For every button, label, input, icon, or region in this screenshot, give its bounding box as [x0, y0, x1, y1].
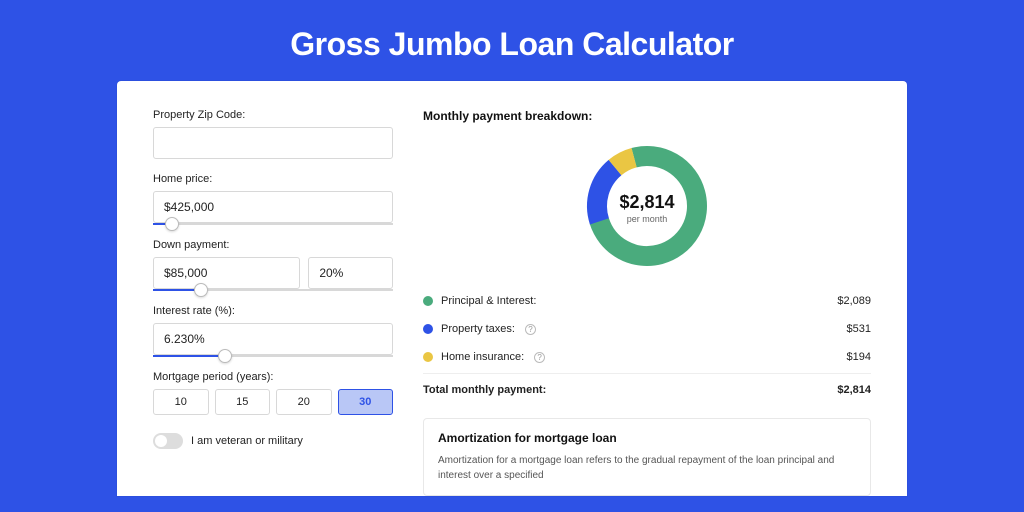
dot-icon [423, 296, 433, 306]
mortgage-period-label: Mortgage period (years): [153, 371, 393, 383]
home-price-label: Home price: [153, 173, 393, 185]
line-value: $194 [847, 351, 871, 363]
interest-rate-slider[interactable] [153, 355, 393, 357]
zip-input[interactable] [153, 127, 393, 159]
total-label: Total monthly payment: [423, 384, 546, 396]
line-item-total: Total monthly payment: $2,814 [423, 373, 871, 404]
amortization-box: Amortization for mortgage loan Amortizat… [423, 418, 871, 496]
period-15-button[interactable]: 15 [215, 389, 271, 415]
zip-field-group: Property Zip Code: [153, 109, 393, 159]
period-20-button[interactable]: 20 [276, 389, 332, 415]
down-payment-label: Down payment: [153, 239, 393, 251]
slider-thumb[interactable] [194, 283, 208, 297]
page-title: Gross Jumbo Loan Calculator [0, 0, 1024, 81]
period-10-button[interactable]: 10 [153, 389, 209, 415]
period-30-button[interactable]: 30 [338, 389, 394, 415]
interest-rate-input[interactable] [153, 323, 393, 355]
down-payment-percent-input[interactable] [308, 257, 393, 289]
home-price-input[interactable] [153, 191, 393, 223]
line-label: Property taxes: [441, 323, 515, 335]
veteran-label: I am veteran or military [191, 435, 303, 447]
home-price-group: Home price: [153, 173, 393, 225]
period-buttons: 10 15 20 30 [153, 389, 393, 415]
down-payment-slider[interactable] [153, 289, 393, 291]
line-item-taxes: Property taxes: ? $531 [423, 315, 871, 343]
info-icon[interactable]: ? [525, 324, 536, 335]
amortization-title: Amortization for mortgage loan [438, 431, 856, 445]
mortgage-period-group: Mortgage period (years): 10 15 20 30 [153, 371, 393, 415]
info-icon[interactable]: ? [534, 352, 545, 363]
home-price-slider[interactable] [153, 223, 393, 225]
dot-icon [423, 352, 433, 362]
slider-thumb[interactable] [165, 217, 179, 231]
total-value: $2,814 [837, 384, 871, 396]
form-column: Property Zip Code: Home price: Down paym… [153, 109, 393, 496]
donut-sub: per month [627, 214, 668, 224]
interest-rate-label: Interest rate (%): [153, 305, 393, 317]
line-item-principal: Principal & Interest: $2,089 [423, 287, 871, 315]
down-payment-amount-input[interactable] [153, 257, 300, 289]
line-label: Principal & Interest: [441, 295, 536, 307]
donut-chart: $2,814 per month [423, 133, 871, 287]
line-item-insurance: Home insurance: ? $194 [423, 343, 871, 371]
zip-label: Property Zip Code: [153, 109, 393, 121]
line-value: $2,089 [837, 295, 871, 307]
veteran-toggle[interactable] [153, 433, 183, 449]
breakdown-title: Monthly payment breakdown: [423, 109, 871, 123]
line-label: Home insurance: [441, 351, 524, 363]
veteran-toggle-row: I am veteran or military [153, 433, 393, 449]
donut-amount: $2,814 [619, 192, 674, 212]
dot-icon [423, 324, 433, 334]
breakdown-column: Monthly payment breakdown: $2,814 per mo… [423, 109, 871, 496]
donut-svg: $2,814 per month [582, 141, 712, 271]
calculator-card: Property Zip Code: Home price: Down paym… [117, 81, 907, 496]
line-value: $531 [847, 323, 871, 335]
toggle-knob [155, 435, 167, 447]
down-payment-group: Down payment: [153, 239, 393, 291]
interest-rate-group: Interest rate (%): [153, 305, 393, 357]
amortization-text: Amortization for a mortgage loan refers … [438, 453, 856, 483]
slider-thumb[interactable] [218, 349, 232, 363]
